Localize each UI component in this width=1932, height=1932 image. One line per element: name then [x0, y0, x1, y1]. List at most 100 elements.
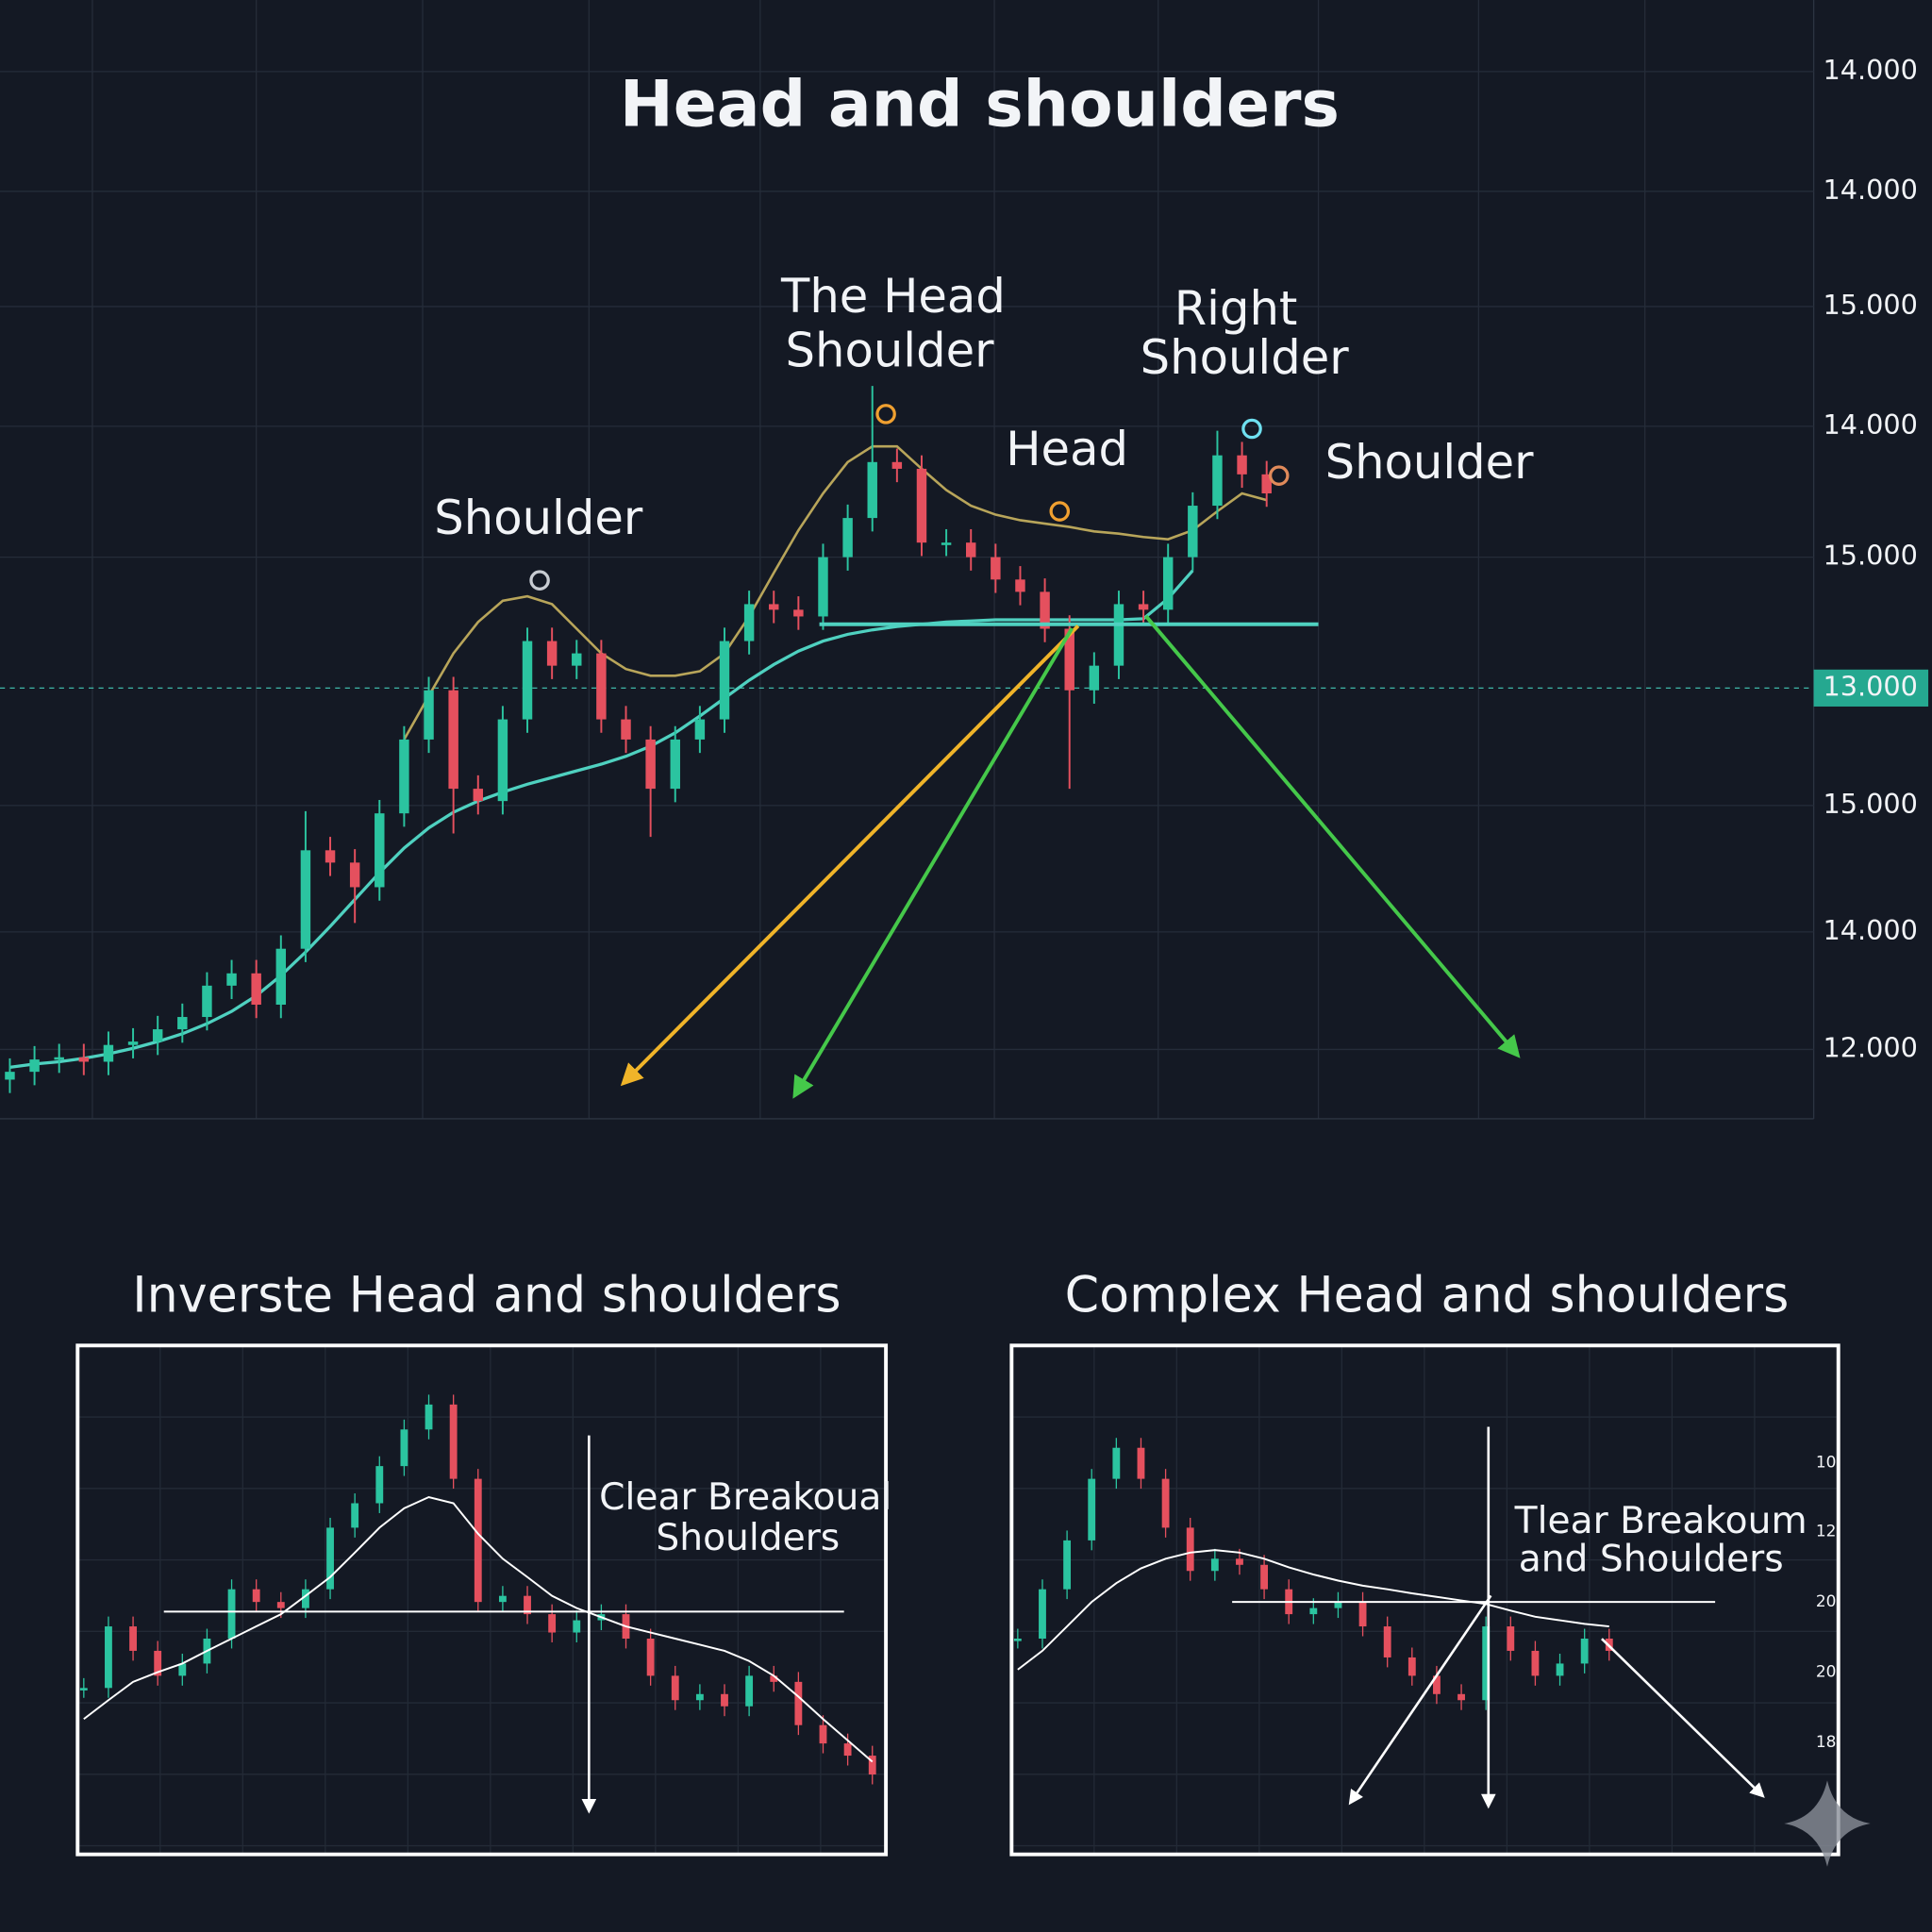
y-tick-label: 18 [1816, 1733, 1837, 1752]
candle-body [498, 1595, 507, 1603]
candle-body [1113, 604, 1124, 666]
candle-body [819, 1724, 827, 1744]
candle-body [325, 850, 336, 863]
candle-body [1063, 1540, 1072, 1590]
candle-body [1507, 1626, 1515, 1651]
y-tick-label: 15.000 [1823, 289, 1918, 321]
candle-body [152, 1029, 163, 1042]
chart-title: Head and shoulders [620, 67, 1340, 142]
annotation: The Head [780, 269, 1006, 324]
candle-body [548, 1614, 557, 1633]
candle-body [1039, 1589, 1046, 1639]
candle-body [54, 1057, 64, 1060]
candle-body [1212, 455, 1223, 507]
candle-body [275, 948, 287, 1005]
candle-body [695, 1693, 704, 1701]
annotation: Shoulder [1141, 330, 1350, 385]
inset-frame [1009, 1343, 1840, 1857]
candle-body [719, 641, 730, 720]
inset-chart: 10 12 20 20 18 [1011, 1345, 1839, 1855]
candle-body [79, 1688, 88, 1690]
candle-body [1162, 557, 1174, 610]
candle-body [302, 1589, 309, 1608]
candle-body [105, 1626, 112, 1689]
inset-annotation: Tlear Breakoum [1514, 1500, 1807, 1542]
inset-annotation: Shoulders [656, 1517, 840, 1559]
candle-body [252, 1589, 260, 1603]
candle-body [671, 1675, 679, 1701]
annotation: Shoulder [1325, 435, 1535, 490]
y-tick-label: 14.000 [1823, 914, 1918, 946]
y-tick-label: 12.000 [1823, 1031, 1918, 1063]
candle-body [474, 1478, 482, 1603]
candle-body [1457, 1693, 1465, 1701]
candle-body [425, 1404, 433, 1430]
candle-body [1482, 1626, 1491, 1701]
candle-body [1237, 455, 1247, 475]
candle-body [1210, 1558, 1219, 1572]
candle-body [1383, 1626, 1391, 1657]
candle-body [473, 789, 483, 802]
candle-body [127, 1041, 139, 1045]
candle-body [1556, 1663, 1564, 1676]
candle-body [251, 973, 261, 1005]
annotation: Head [1006, 422, 1128, 476]
candle-body [793, 609, 804, 617]
candle-body [891, 461, 903, 469]
candle-body [573, 1620, 581, 1633]
candle-body [1580, 1638, 1589, 1664]
candle-body [1088, 1478, 1096, 1541]
y-tick-label: 15.000 [1823, 788, 1918, 820]
candle-body [154, 1650, 162, 1676]
candle-body [743, 604, 755, 641]
candle-body [399, 739, 409, 814]
candle-body [424, 690, 434, 740]
candle-body [1261, 474, 1272, 494]
candle-body [769, 604, 779, 610]
candle-body [1186, 1527, 1194, 1572]
markers [529, 404, 1290, 591]
candle-body [1334, 1602, 1342, 1608]
inset-chart [77, 1345, 887, 1855]
candle-body [966, 542, 976, 558]
candle-body [349, 862, 360, 888]
y-tick-label: 15.000 [1823, 540, 1918, 572]
candle-body [596, 653, 607, 720]
candle-body [375, 1466, 384, 1504]
annotations: The Head Shoulder Right Shoulder Head Sh… [434, 269, 1534, 545]
candle-body [842, 518, 853, 558]
annotation: Shoulder [786, 323, 995, 377]
inset-arrows [581, 1426, 1765, 1814]
candle-body [178, 1663, 187, 1676]
candle-body [1309, 1607, 1318, 1615]
y-tick-label: 10 [1816, 1453, 1837, 1472]
candle-body [227, 1589, 236, 1639]
candle-body [645, 739, 656, 790]
arrows [620, 614, 1521, 1099]
candle-body [941, 542, 952, 545]
candle-body [843, 1743, 852, 1757]
candle-body [1188, 506, 1198, 558]
candle-body [1013, 1638, 1022, 1641]
y-tick-label: 20 [1816, 1592, 1837, 1611]
y-tick-label: 13.000 [1823, 670, 1918, 702]
annotation: Right [1174, 281, 1298, 336]
candle-body [572, 653, 582, 666]
y-tick-label: 14.000 [1823, 54, 1918, 86]
candle-body [770, 1675, 778, 1682]
trend-curve [83, 1495, 874, 1763]
candle-body [646, 1638, 655, 1676]
y-tick-label: 12 [1816, 1523, 1837, 1541]
trend-curve [1017, 1549, 1609, 1671]
candle-body [1236, 1558, 1243, 1565]
candle-body [794, 1681, 803, 1725]
candle-body [1138, 604, 1149, 610]
candle-body [991, 557, 1001, 580]
candle-body [621, 719, 631, 740]
candle-body [1064, 628, 1074, 691]
candle-body [1137, 1447, 1145, 1479]
candle-body [351, 1503, 359, 1528]
candle-body [546, 641, 558, 666]
